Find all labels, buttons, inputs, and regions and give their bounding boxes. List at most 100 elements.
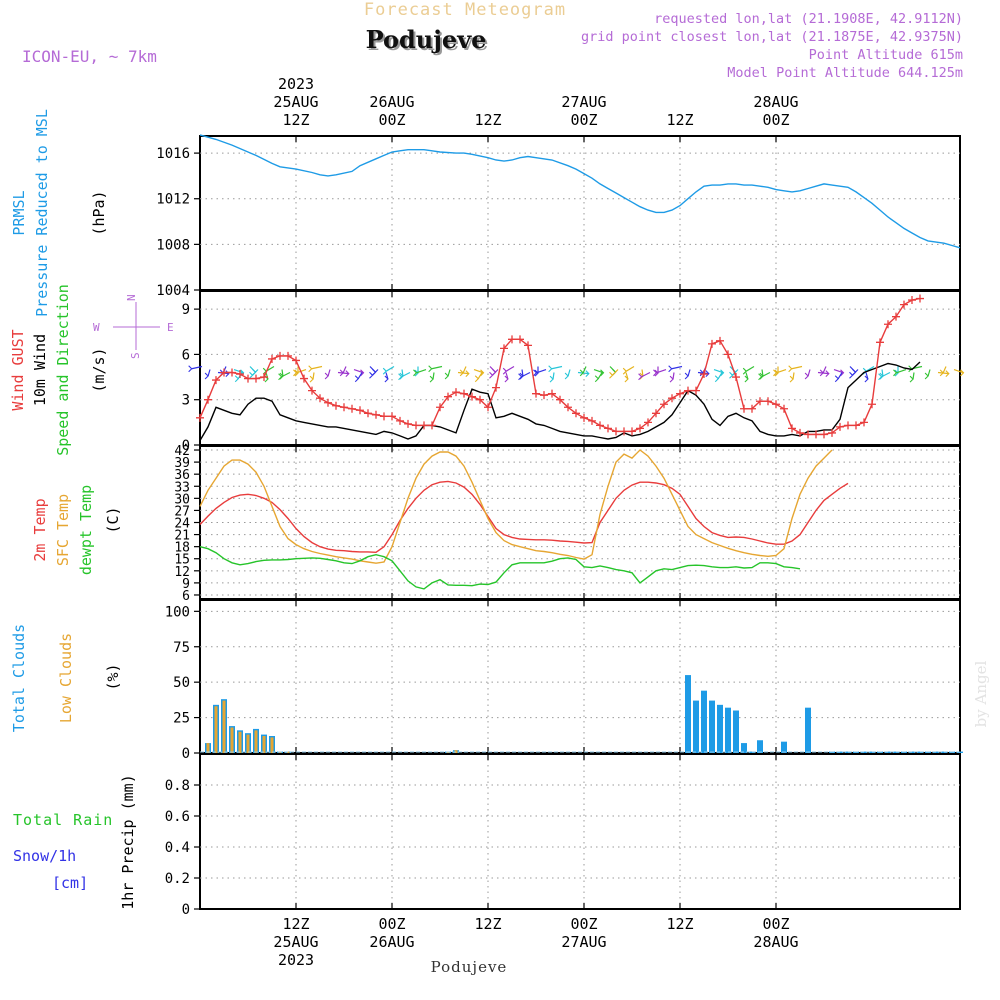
bottom-time-label-3-1: 27AUG (561, 933, 606, 951)
total-cloud-bar-13 (685, 675, 691, 753)
wind-arrowhead-19 (360, 369, 365, 377)
wind-arrow-19 (353, 368, 364, 374)
wind-arrow-69 (745, 365, 755, 372)
gust-marker-78 (820, 430, 828, 439)
gust-marker-0 (196, 413, 204, 422)
low-cloud-bar-1 (214, 706, 218, 753)
wind-yticks: 0 3 6 9 (182, 302, 200, 454)
gust-marker-51 (604, 424, 612, 433)
gust-marker-12 (292, 356, 300, 365)
gust-marker-56 (644, 418, 652, 427)
gust-marker-37 (492, 383, 500, 392)
wind-arrowhead-61 (684, 372, 689, 380)
wind-arrowhead-58 (653, 369, 658, 377)
wind-arrowhead-87 (894, 369, 899, 377)
wind-arrow-29 (432, 372, 435, 380)
wind-arrow-89 (912, 372, 915, 380)
bottom-time-label-1-0: 00Z (378, 915, 405, 933)
wind-arrow-91 (927, 369, 931, 377)
gust-marker-31 (444, 392, 452, 401)
gust-marker-2 (212, 376, 220, 385)
wind-arrow-55 (641, 369, 644, 377)
wind-arrow-75 (791, 365, 803, 370)
wind-arrowhead-13 (293, 369, 298, 377)
snow-unit-label: [cm] (52, 874, 88, 892)
wind-arrowhead-41 (518, 373, 523, 381)
ytick-label-pressure-2: 1012 (156, 192, 190, 208)
wind-arrowhead-1 (204, 372, 209, 380)
gust-marker-42 (532, 389, 540, 398)
gust-marker-1 (204, 395, 212, 404)
gust-marker-11 (284, 351, 292, 360)
wind-arrowhead-50 (594, 375, 600, 383)
wind-arrow-41 (521, 371, 531, 378)
ytick-label-clouds-0: 0 (182, 746, 190, 762)
bottom-time-label-5-1: 28AUG (753, 933, 798, 951)
temp-sfc-label: SFC Temp (54, 494, 72, 566)
ytick-label-precip-3: 0.6 (165, 809, 190, 825)
ytick-label-precip-2: 0.4 (165, 840, 190, 856)
wind-arrowhead-86 (878, 373, 883, 381)
wind-arrow-16 (327, 369, 331, 377)
wind-arrowhead-91 (924, 372, 929, 380)
bottom-time-label-3-0: 00Z (570, 915, 597, 933)
wind-arrowhead-48 (579, 369, 584, 377)
gust-marker-50 (596, 421, 604, 430)
wind-arrowhead-42 (534, 369, 539, 377)
clouds-series (200, 675, 963, 753)
compass-east: E (167, 321, 174, 334)
wind-arrowhead-60 (668, 365, 673, 373)
gust-marker-80 (836, 422, 844, 431)
ytick-label-pressure-0: 1004 (156, 283, 190, 299)
precip-grid (200, 754, 960, 909)
wind-arrow-59 (672, 372, 675, 380)
wind-arrowhead-49 (600, 369, 605, 377)
wind-arrow-73 (776, 368, 787, 374)
top-time-label-0-2: 12Z (282, 111, 309, 129)
location-title: Podujeve (368, 27, 489, 56)
gust-marker-21 (364, 409, 372, 418)
wind-arrow-86 (881, 371, 891, 378)
precip-yticks: 0 0.2 0.4 0.6 0.8 (165, 778, 200, 918)
gust-marker-34 (468, 392, 476, 401)
wind-arrow-18 (342, 366, 347, 374)
gust-marker-13 (300, 374, 308, 383)
wind-arrowhead-74 (789, 375, 794, 383)
wind-arrow-50 (597, 372, 603, 380)
precip-unit-label: 1hr Precip (mm) (119, 774, 137, 909)
wind-arrowhead-26 (398, 373, 403, 381)
top-time-label-2-0: 12Z (474, 111, 501, 129)
total-cloud-bar-20 (741, 743, 747, 753)
wind-arrowhead-34 (480, 369, 485, 377)
top-time-label-3-1: 00Z (570, 111, 597, 129)
wind-arrowhead-82 (849, 371, 854, 379)
wind-arrow-67 (732, 369, 739, 376)
grid-point-coords: grid point closest lon,lat (21.1875E, 42… (581, 29, 963, 45)
gust-marker-73 (780, 404, 788, 413)
gust-marker-25 (396, 416, 404, 425)
wind-panel: 0 3 6 9 Wind GUST 10m Wind Speed and Direct… (9, 284, 965, 456)
wind-arrow-43 (536, 368, 547, 374)
clouds-grid (200, 600, 960, 753)
wind-arrow-24 (385, 365, 395, 372)
gust-marker-68 (740, 404, 748, 413)
low-cloud-bar-0 (206, 743, 210, 753)
wind-arrowhead-71 (758, 373, 763, 381)
wind-arrow-44 (552, 372, 555, 380)
gust-marker-29 (428, 421, 436, 430)
model-label: ICON-EU, ~ 7km (22, 47, 157, 66)
wind-arrowhead-33 (459, 369, 464, 377)
wind-arrow-22 (372, 369, 379, 376)
gust-marker-3 (220, 368, 228, 377)
wind-arrowhead-2 (225, 370, 230, 378)
wind-arrow-4 (233, 368, 244, 374)
gust-marker-47 (572, 409, 580, 418)
wind-arrow-40 (521, 369, 524, 377)
ytick-label-wind-3: 9 (182, 302, 190, 318)
gust-marker-72 (772, 400, 780, 409)
wind-arrows (188, 365, 965, 383)
gust-marker-35 (476, 395, 484, 404)
ytick-label-precip-0: 0 (182, 902, 190, 918)
